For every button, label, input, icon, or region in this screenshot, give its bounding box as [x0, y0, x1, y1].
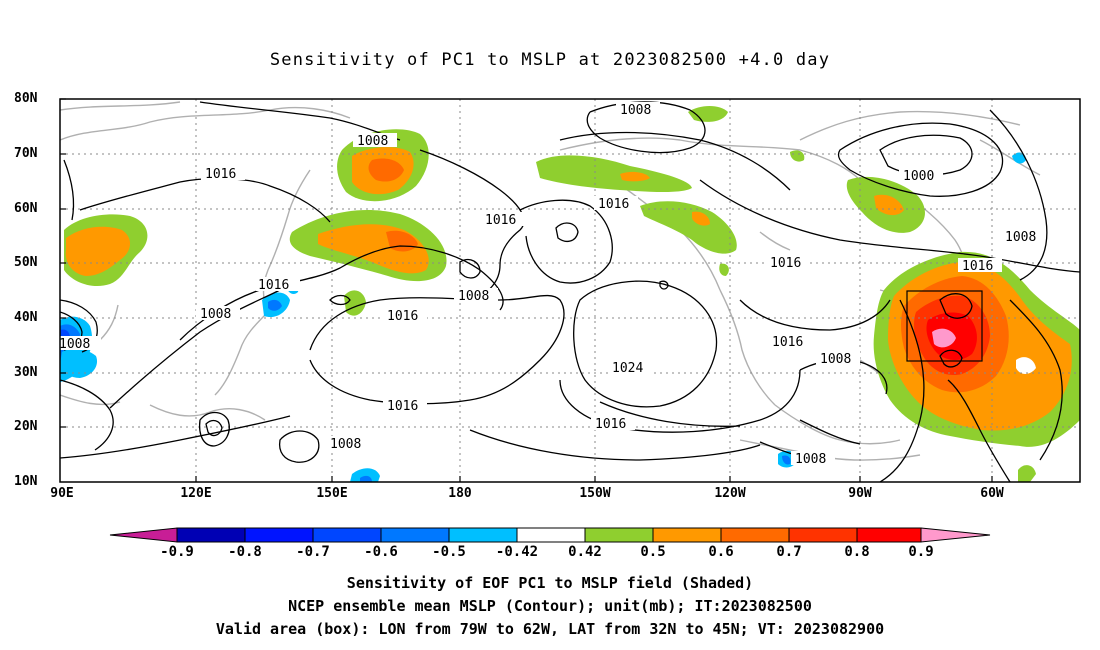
colorbar-label: 0.42 [568, 544, 602, 560]
colorbar-swatch [720, 527, 790, 543]
colorbar-high-end [920, 527, 991, 543]
colorbar-label: 0.6 [708, 544, 734, 560]
colorbar-label: 0.7 [776, 544, 802, 560]
contour-label: 1008 [357, 134, 388, 149]
lon-label: 120E [180, 486, 212, 501]
colorbar-swatch [448, 527, 518, 543]
colorbar-swatch [516, 527, 586, 543]
contour-label: 1008 [59, 337, 90, 352]
colorbar-label: -0.42 [495, 544, 539, 560]
contour-labels: 1008 1008 1016 1016 1016 1008 1016 1016 … [59, 102, 1045, 467]
contour-label: 1016 [485, 213, 516, 228]
lat-label: 10N [14, 474, 38, 489]
contour-label: 1016 [598, 197, 629, 212]
contour-label: 1008 [620, 103, 651, 118]
colorbar-swatch [652, 527, 722, 543]
lon-label: 60W [980, 486, 1004, 501]
contour-label: 1008 [820, 352, 851, 367]
lon-label: 180 [448, 486, 472, 501]
lat-label: 40N [14, 310, 38, 325]
lon-label: 90E [50, 486, 74, 501]
colorbar-low-end [109, 527, 178, 543]
colorbar-label: -0.9 [160, 544, 194, 560]
lon-label: 150E [316, 486, 348, 501]
graticule [60, 99, 1080, 482]
contour-label: 1000 [903, 169, 934, 184]
contour-label: 1008 [330, 437, 361, 452]
sensitivity-shading [60, 106, 1080, 482]
contour-label: 1016 [770, 256, 801, 271]
caption-line-1: Sensitivity of EOF PC1 to MSLP field (Sh… [346, 574, 754, 592]
lat-label: 20N [14, 419, 38, 434]
colorbar [109, 527, 991, 543]
colorbar-label: 0.8 [844, 544, 870, 560]
contour-label: 1016 [258, 278, 289, 293]
contour-label: 1008 [1005, 230, 1036, 245]
colorbar-swatch [312, 527, 382, 543]
caption-line-2: NCEP ensemble mean MSLP (Contour); unit(… [288, 597, 812, 615]
contour-label: 1024 [612, 361, 643, 376]
colorbar-label: 0.9 [908, 544, 934, 560]
lat-label: 80N [14, 91, 38, 106]
colorbar-swatch [788, 527, 858, 543]
contour-label: 1016 [595, 417, 626, 432]
colorbar-label: -0.6 [364, 544, 398, 560]
axis-ticks [60, 98, 993, 482]
colorbar-swatch [856, 527, 922, 543]
lon-label: 150W [579, 486, 611, 501]
contour-label: 1008 [795, 452, 826, 467]
lat-label: 70N [14, 146, 38, 161]
valid-area-box [906, 290, 983, 362]
colorbar-label: 0.5 [640, 544, 666, 560]
colorbar-swatch [380, 527, 450, 543]
contour-label: 1008 [200, 307, 231, 322]
contour-label: 1008 [458, 289, 489, 304]
colorbar-label: -0.7 [296, 544, 330, 560]
lat-label: 30N [14, 365, 38, 380]
contour-label: 1016 [205, 167, 236, 182]
plot-title: Sensitivity of PC1 to MSLP at 2023082500… [269, 50, 831, 70]
lon-label: 120W [714, 486, 746, 501]
lat-label: 50N [14, 255, 38, 270]
colorbar-swatch [244, 527, 314, 543]
contour-label: 1016 [772, 335, 803, 350]
caption-line-3: Valid area (box): LON from 79W to 62W, L… [215, 620, 885, 638]
contour-label: 1016 [387, 399, 418, 414]
lat-label: 60N [14, 201, 38, 216]
colorbar-label: -0.5 [432, 544, 466, 560]
colorbar-swatch [584, 527, 654, 543]
contour-label: 1016 [387, 309, 418, 324]
contour-label: 1016 [962, 259, 993, 274]
colorbar-label: -0.8 [228, 544, 262, 560]
colorbar-swatch [176, 527, 246, 543]
lon-label: 90W [848, 486, 872, 501]
